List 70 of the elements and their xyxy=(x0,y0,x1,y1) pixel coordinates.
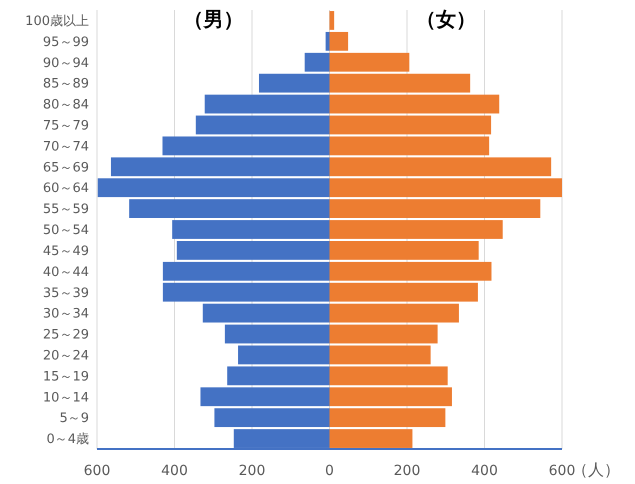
bar xyxy=(330,304,459,323)
y-tick-label: 75～79 xyxy=(42,118,89,134)
bar xyxy=(162,262,330,281)
bar xyxy=(330,408,446,428)
x-tick-label: 400 xyxy=(471,463,498,479)
bar xyxy=(330,429,412,448)
x-tick-label: 600 xyxy=(548,463,576,479)
bar xyxy=(162,282,330,302)
bar xyxy=(224,324,330,344)
x-tick-label: 400 xyxy=(161,463,188,479)
bar xyxy=(326,32,330,51)
y-tick-label: 30～34 xyxy=(42,306,89,322)
bar xyxy=(238,346,330,364)
bar xyxy=(330,116,492,134)
y-tick-label: 10～14 xyxy=(42,390,89,406)
y-tick-label: 15～19 xyxy=(42,369,89,384)
y-tick-label: 25～29 xyxy=(42,328,89,343)
bar xyxy=(162,136,330,156)
bar xyxy=(330,32,348,51)
bar xyxy=(330,199,540,218)
bar xyxy=(330,241,479,260)
y-tick-label: 100歳以上 xyxy=(25,14,89,29)
bar xyxy=(172,220,330,239)
y-tick-label: 0～4歳 xyxy=(46,432,89,448)
bar xyxy=(330,11,334,30)
y-tick-label: 85～89 xyxy=(42,76,89,92)
bar xyxy=(98,178,330,198)
bar xyxy=(330,324,438,344)
bar xyxy=(202,304,330,323)
y-tick-label: 40～44 xyxy=(42,264,89,280)
x-tick-label: 200 xyxy=(394,463,420,479)
y-tick-label: 65～69 xyxy=(42,160,89,176)
bar xyxy=(214,408,330,428)
bar xyxy=(330,157,552,176)
y-tick-label: 55～59 xyxy=(42,202,89,218)
y-tick-label: 35～39 xyxy=(42,286,89,301)
y-tick-label: 45～49 xyxy=(42,244,89,259)
x-tick-label: 0 xyxy=(325,463,334,479)
bar xyxy=(204,94,330,114)
bar xyxy=(330,262,492,281)
bar xyxy=(258,74,330,93)
x-tick-label: 200 xyxy=(238,463,266,479)
bar xyxy=(227,366,330,386)
y-tick-label: 70～74 xyxy=(42,139,89,154)
bar xyxy=(200,387,330,406)
bar xyxy=(330,220,503,239)
bar xyxy=(330,366,448,386)
bar xyxy=(330,136,490,156)
x-tick-label: 600 xyxy=(84,463,110,479)
bar xyxy=(330,52,410,72)
bar xyxy=(330,178,562,198)
bar xyxy=(330,74,470,93)
y-tick-label: 60～64 xyxy=(42,181,89,196)
bar xyxy=(110,157,330,176)
y-tick-label: 5～9 xyxy=(59,411,89,426)
y-tick-label: 95～99 xyxy=(42,34,89,50)
bar xyxy=(330,282,478,302)
bar xyxy=(330,346,431,364)
bar xyxy=(304,52,330,72)
bar xyxy=(330,387,452,406)
bar xyxy=(330,94,500,114)
y-tick-label: 80～84 xyxy=(42,98,89,113)
bar xyxy=(129,199,330,218)
y-tick-label: 90～94 xyxy=(42,56,89,71)
bar xyxy=(196,116,330,134)
text: （男） xyxy=(183,7,244,31)
series-label: （女） xyxy=(416,7,476,31)
y-tick-label: 50～54 xyxy=(42,223,89,238)
bar xyxy=(176,241,330,260)
y-tick-label: 20～24 xyxy=(42,348,89,364)
